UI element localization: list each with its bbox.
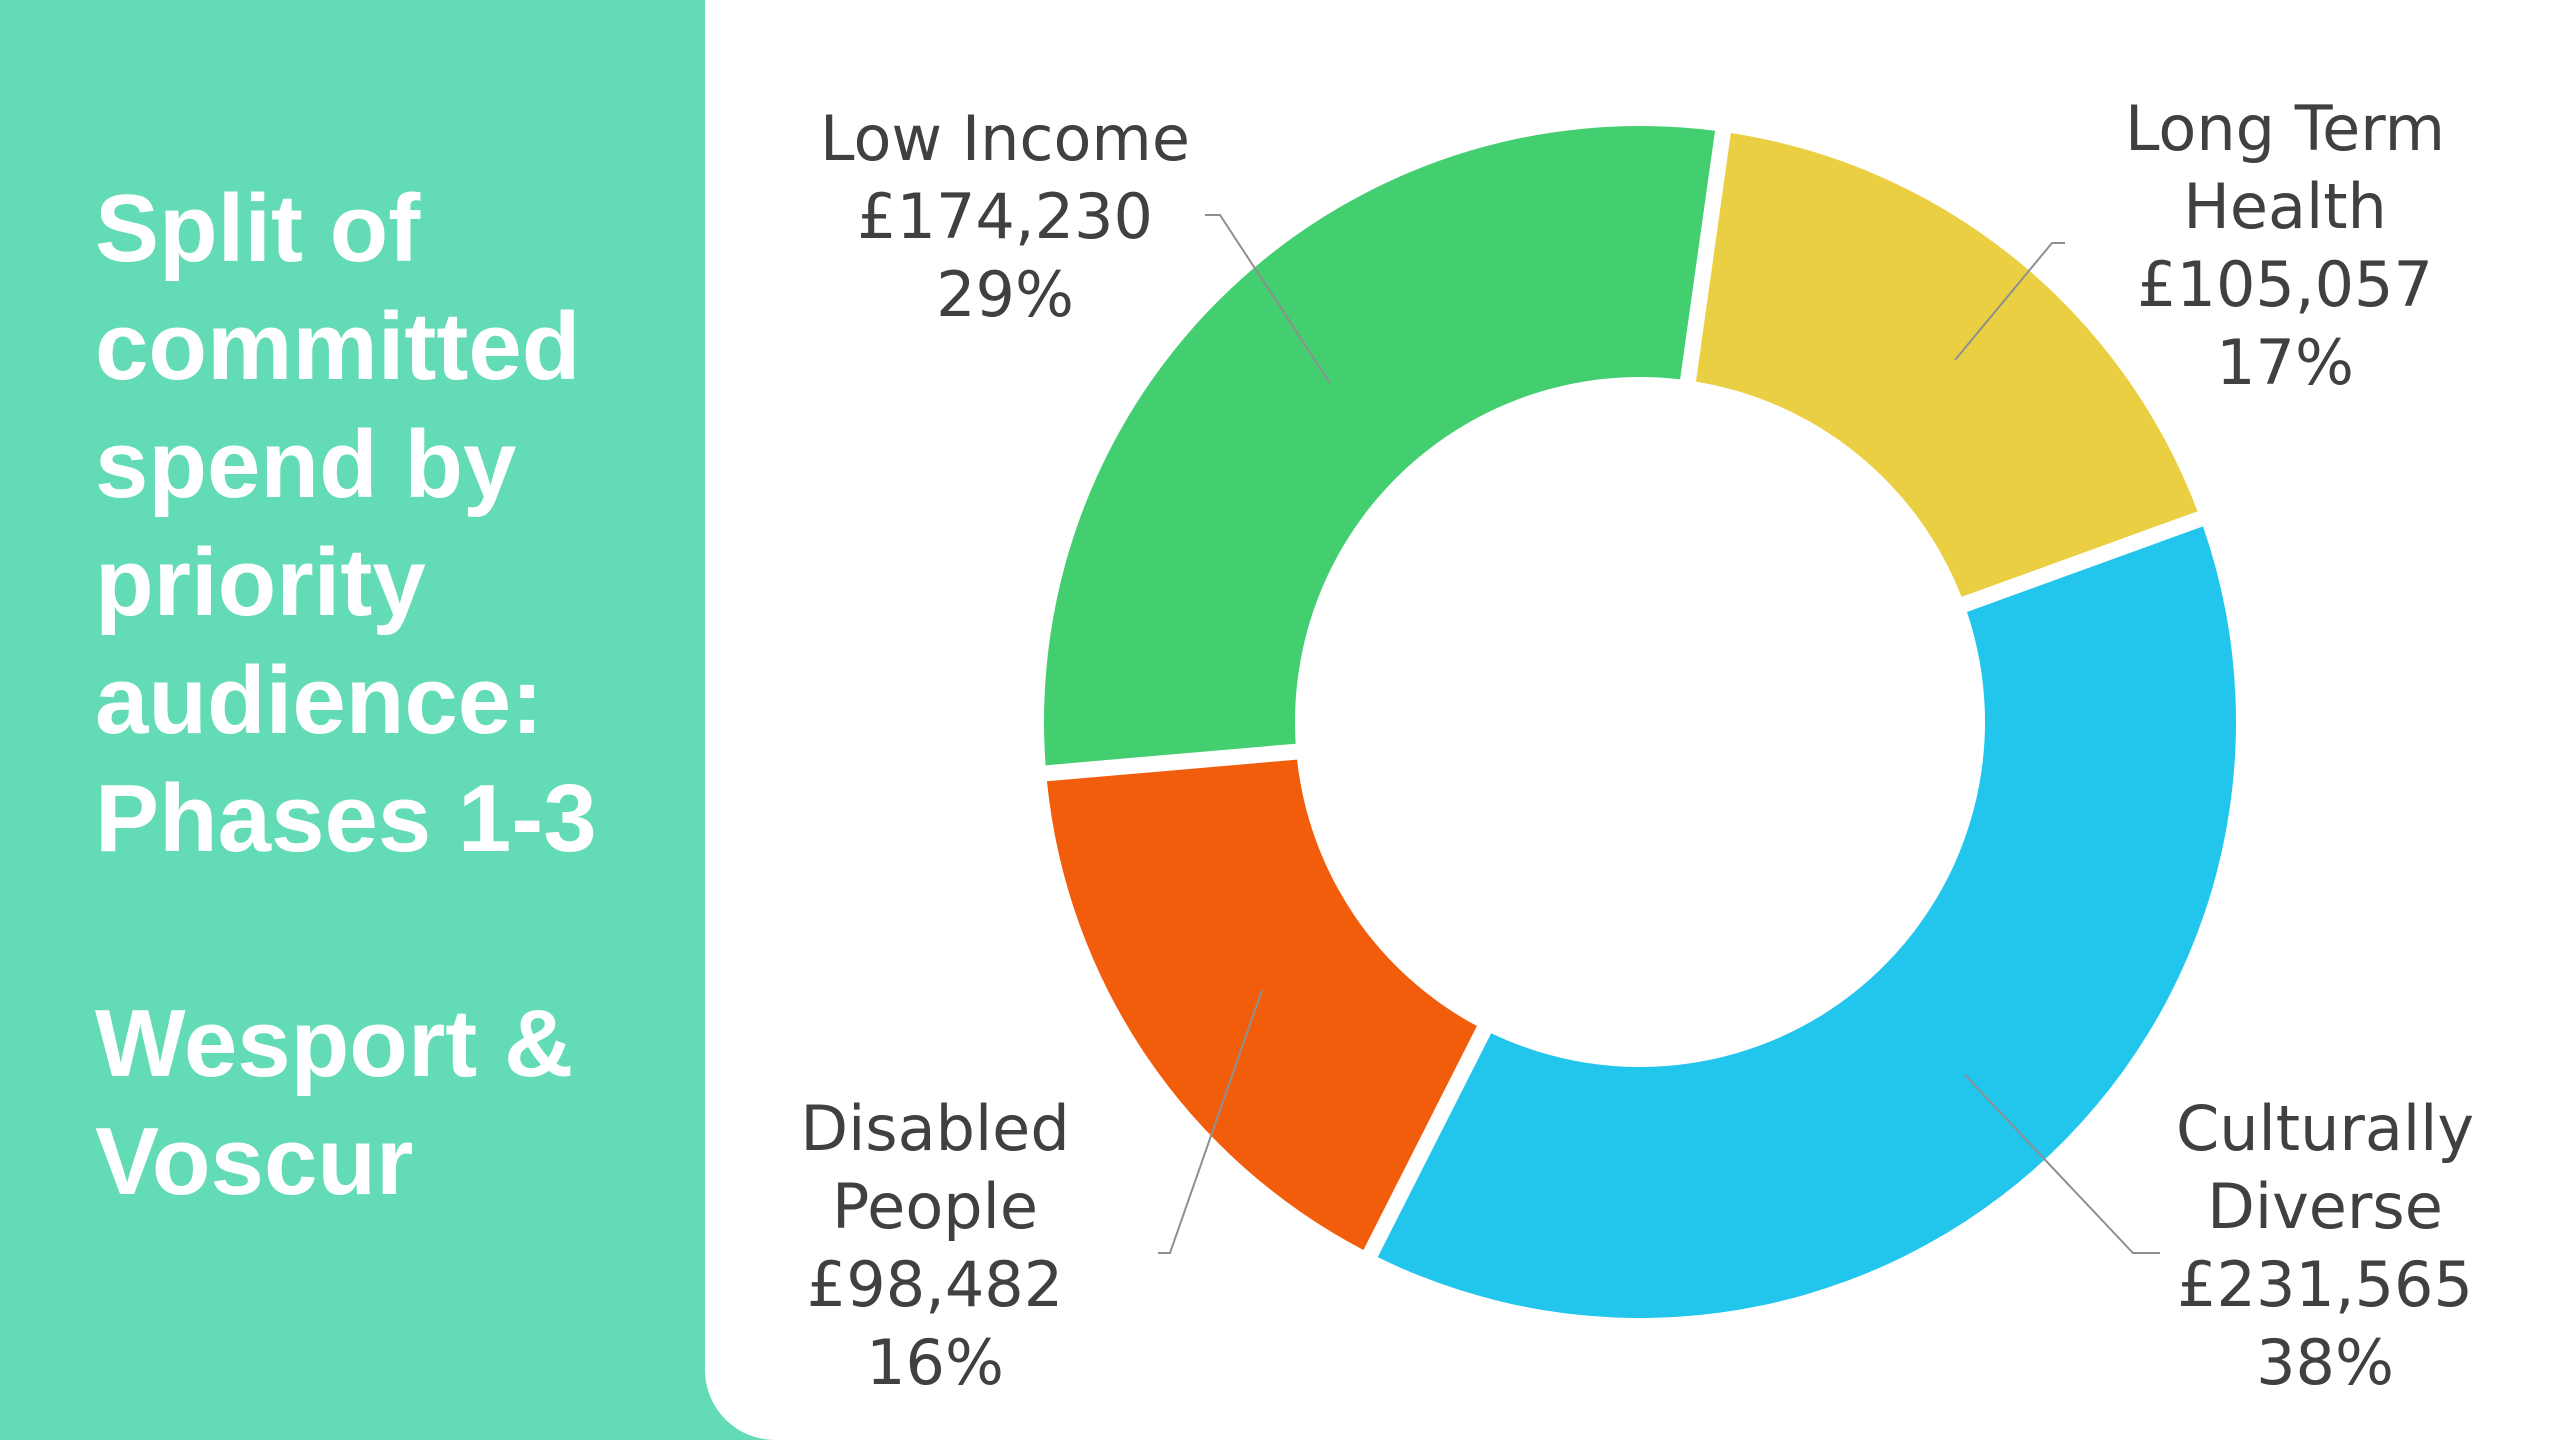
subtitle-line: Wesport & xyxy=(95,990,574,1097)
title-line: committed xyxy=(95,293,581,400)
slice-label-percent: 38% xyxy=(2256,1326,2394,1399)
leader-line-disabled-people xyxy=(1158,989,1263,1254)
slice-label-name: Culturally xyxy=(2175,1092,2475,1165)
donut-slice-disabled-people xyxy=(1046,759,1477,1250)
leader-line-culturally-diverse xyxy=(1964,1074,2160,1254)
title-panel: Split of committed spend by priority aud… xyxy=(0,0,705,1440)
slice-label-value: £231,565 xyxy=(2177,1248,2473,1321)
slice-label-percent: 29% xyxy=(936,258,1074,331)
slice-label-long-term-health: Long Term Health £105,057 17% xyxy=(2075,90,2495,402)
donut-slice-culturally-diverse xyxy=(1377,526,2236,1318)
subtitle-line: Voscur xyxy=(95,1108,414,1215)
donut-slice-long-term-health xyxy=(1695,132,2198,597)
slice-label-disabled-people: Disabled People £98,482 16% xyxy=(725,1090,1145,1402)
slice-label-name: Long Term xyxy=(2124,92,2446,165)
leader-line-low-income xyxy=(1205,214,1331,384)
slice-label-culturally-diverse: Culturally Diverse £231,565 38% xyxy=(2115,1090,2535,1402)
slice-label-value: £105,057 xyxy=(2137,248,2433,321)
slice-label-low-income: Low Income £174,230 29% xyxy=(795,100,1215,334)
title-line: audience: xyxy=(95,647,544,754)
slice-label-value: £98,482 xyxy=(806,1248,1064,1321)
title-line: Split of xyxy=(95,175,421,282)
chart-subtitle: Wesport & Voscur xyxy=(95,985,695,1221)
slice-label-percent: 17% xyxy=(2216,326,2354,399)
slice-label-name: Health xyxy=(2183,170,2387,243)
leader-line-long-term-health xyxy=(1954,242,2065,361)
title-line: spend by xyxy=(95,411,517,518)
slice-label-name: Disabled xyxy=(800,1092,1070,1165)
slice-label-percent: 16% xyxy=(866,1326,1004,1399)
title-line: priority xyxy=(95,529,426,636)
slice-label-name: People xyxy=(832,1170,1038,1243)
title-line: Phases 1-3 xyxy=(95,765,597,872)
slice-label-name: Diverse xyxy=(2207,1170,2443,1243)
slice-label-value: £174,230 xyxy=(857,180,1153,253)
chart-title: Split of committed spend by priority aud… xyxy=(95,170,695,878)
slice-label-name: Low Income xyxy=(820,102,1190,175)
donut-slice-low-income xyxy=(1044,126,1716,766)
